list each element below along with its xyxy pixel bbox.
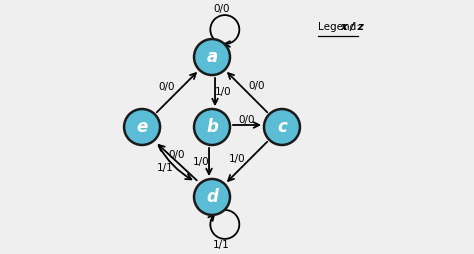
Text: 1/0: 1/0: [193, 157, 210, 167]
Text: 1/1: 1/1: [213, 240, 230, 250]
Circle shape: [194, 109, 230, 145]
Text: 1/1: 1/1: [157, 163, 173, 173]
Text: d: d: [206, 188, 218, 206]
Text: 0/0: 0/0: [213, 4, 230, 14]
Circle shape: [264, 109, 300, 145]
Text: b: b: [206, 118, 218, 136]
Text: 0/0: 0/0: [159, 82, 175, 92]
Text: 0/0: 0/0: [249, 81, 265, 91]
Text: 0/0: 0/0: [239, 115, 255, 124]
Text: Legend:: Legend:: [318, 22, 363, 32]
Circle shape: [194, 39, 230, 75]
Text: 0/0: 0/0: [169, 150, 185, 160]
Text: x / z: x / z: [340, 22, 364, 32]
Text: 1/0: 1/0: [215, 87, 231, 97]
Circle shape: [194, 179, 230, 215]
Text: 1/0: 1/0: [228, 154, 246, 165]
Text: c: c: [277, 118, 287, 136]
Text: a: a: [206, 48, 218, 66]
Text: e: e: [137, 118, 148, 136]
Circle shape: [124, 109, 160, 145]
